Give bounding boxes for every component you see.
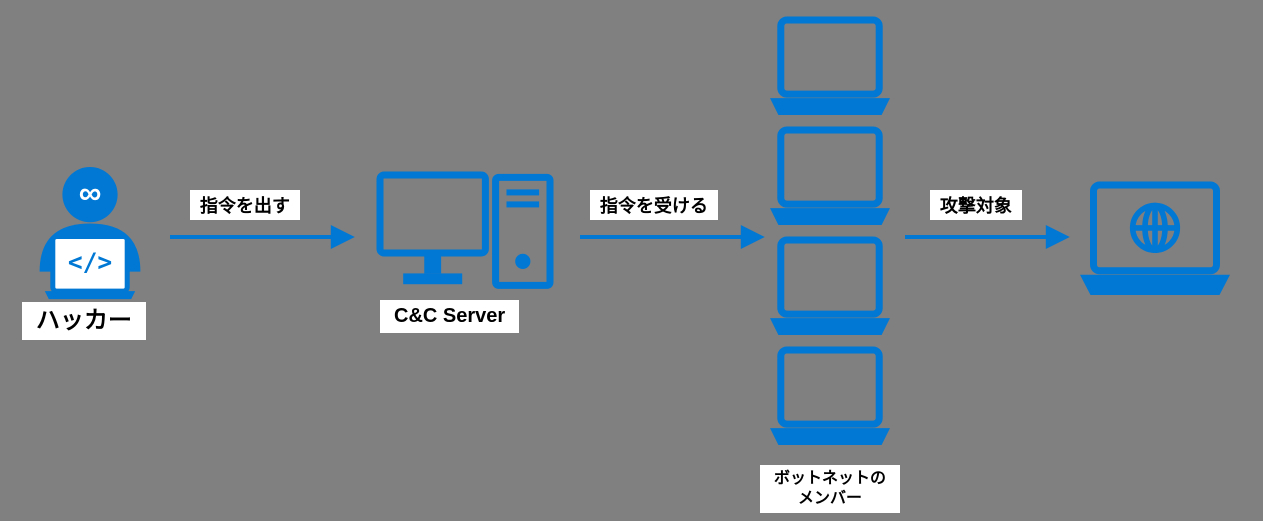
botnet-laptop-icon xyxy=(770,240,890,335)
svg-text:∞: ∞ xyxy=(79,175,102,211)
botnet-laptop-icon xyxy=(770,20,890,115)
diagram-canvas: ∞ </> xyxy=(0,0,1263,521)
botnet-label: ボットネットの メンバー xyxy=(760,465,900,513)
svg-text:</>: </> xyxy=(68,247,112,276)
cc-server-icon xyxy=(380,175,550,285)
target-laptop-globe-icon xyxy=(1080,185,1230,295)
edge-label-issue-command: 指令を出す xyxy=(190,190,300,220)
edge-label-receive-command: 指令を受ける xyxy=(590,190,718,220)
edge-label-attack-target: 攻撃対象 xyxy=(930,190,1022,220)
cc-server-label: C&C Server xyxy=(380,300,519,333)
botnet-laptop-icon xyxy=(770,130,890,225)
hacker-icon: ∞ </> xyxy=(40,167,141,299)
hacker-label: ハッカー xyxy=(22,302,146,340)
botnet-laptop-icon xyxy=(770,350,890,445)
